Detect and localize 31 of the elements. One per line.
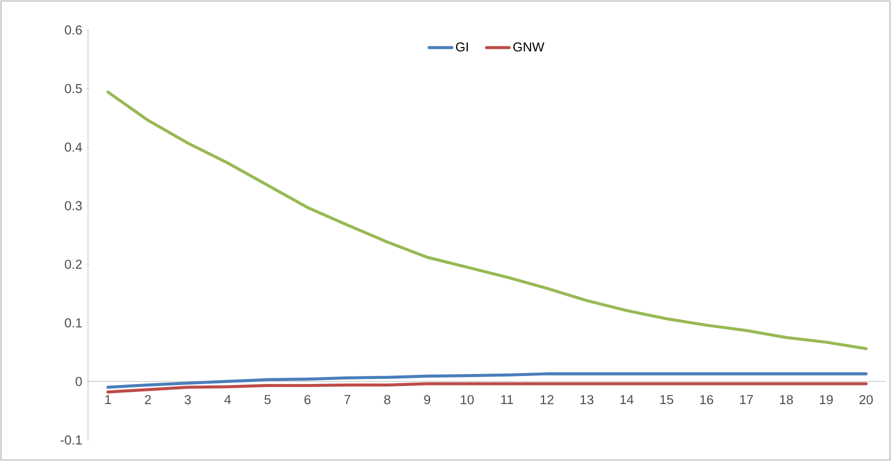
x-tick-label: 8 (384, 395, 390, 404)
x-tick-label: 2 (144, 395, 151, 404)
x-tick-label: 6 (304, 395, 310, 404)
x-tick-label: 10 (460, 395, 474, 404)
x-tick-label: 12 (540, 395, 554, 404)
y-tick-label: -0.1 (60, 435, 82, 445)
x-tick-label: 15 (660, 395, 674, 404)
y-tick-label: 0.2 (64, 260, 82, 269)
y-tick-label: 0.5 (64, 84, 82, 94)
x-tick-label: 7 (344, 395, 350, 404)
x-tick-label: 9 (424, 395, 430, 404)
x-tick-label: 5 (264, 395, 271, 404)
x-tick-label: 13 (580, 395, 594, 404)
y-tick-label: 0.4 (64, 142, 82, 152)
y-tick-label: 0.3 (64, 201, 82, 210)
x-tick-label: 18 (780, 395, 793, 404)
line-series (106, 90, 868, 350)
y-tick-label: 0.6 (64, 25, 82, 35)
x-tick-label: 3 (184, 395, 191, 404)
x-tick-label: 19 (820, 395, 833, 404)
legend-label: GI (456, 42, 468, 52)
y-tick-label: 0.1 (64, 318, 82, 328)
legend-label: GNW (513, 42, 544, 52)
x-tick-label: 4 (224, 395, 231, 404)
x-tick-label: 1 (105, 395, 111, 404)
y-tick-label: 0 (76, 376, 82, 386)
x-tick-label: 20 (860, 395, 873, 404)
x-tick-label: 17 (740, 395, 753, 404)
x-tick-label: 16 (700, 395, 714, 404)
x-tick-label: 11 (501, 395, 514, 404)
x-tick-label: 14 (620, 395, 634, 404)
